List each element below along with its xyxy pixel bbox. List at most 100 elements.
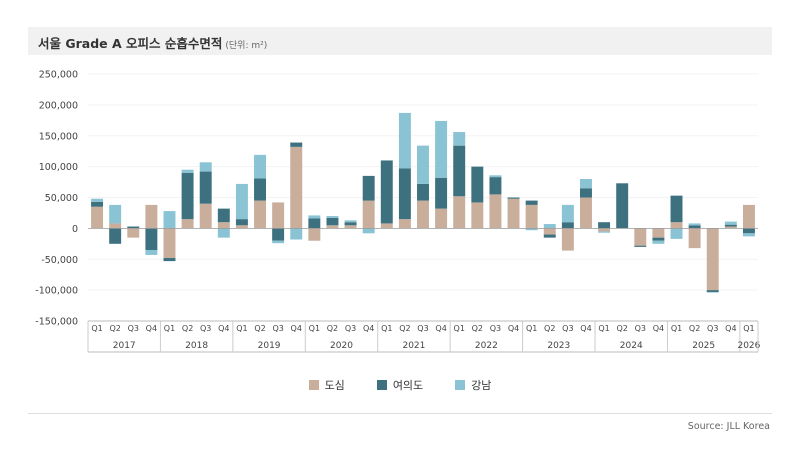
bar-segment <box>217 208 230 223</box>
quarter-tick-label: Q2 <box>399 324 410 333</box>
bar-segment <box>380 223 393 229</box>
bar-segment <box>181 169 194 173</box>
quarter-tick-label: Q3 <box>345 324 356 333</box>
bar-segment <box>670 195 683 223</box>
bar-segment <box>543 234 556 238</box>
bar-segment <box>290 146 303 229</box>
bar-segment <box>742 204 755 229</box>
bar-segment <box>235 225 248 229</box>
bar-segment <box>579 178 592 189</box>
bar-segment <box>362 200 375 229</box>
quarter-tick-label: Q1 <box>454 324 465 333</box>
quarter-tick-label: Q1 <box>236 324 247 333</box>
quarter-tick-label: Q2 <box>182 324 193 333</box>
bar-segment <box>91 198 104 202</box>
bar-segment <box>435 120 448 178</box>
bar-segment <box>163 211 176 229</box>
bar-segment <box>398 219 411 229</box>
bar-segment <box>398 112 411 169</box>
quarter-tick-label: Q3 <box>200 324 211 333</box>
bar-segment <box>579 188 592 198</box>
bar-segment <box>453 145 466 197</box>
bar-segment <box>199 203 212 229</box>
quarter-tick-label: Q3 <box>562 324 573 333</box>
legend-entry: 강남 <box>455 377 491 393</box>
y-tick-label: 50,000 <box>45 193 78 204</box>
bar-segment <box>308 218 321 229</box>
bar-segment <box>254 178 267 201</box>
bar-segment <box>706 290 719 292</box>
chart-title: 서울 Grade A 오피스 순흡수면적 (단위: m²) <box>38 36 268 51</box>
bar-segment <box>272 202 285 229</box>
bar-segment <box>561 204 574 223</box>
bar-segment <box>489 194 502 229</box>
y-tick-label: 0 <box>72 224 78 235</box>
bar-segment <box>561 228 574 251</box>
bar-segment <box>435 177 448 209</box>
quarter-tick-label: Q4 <box>218 324 229 333</box>
quarter-tick-label: Q1 <box>91 324 102 333</box>
bar-segment <box>453 132 466 146</box>
bar-segment <box>525 200 538 205</box>
bar-segment <box>145 204 158 229</box>
source-note: Source: JLL Korea <box>687 421 770 432</box>
bar-segment <box>507 198 520 229</box>
bar-segment <box>543 224 556 229</box>
year-tick-label: 2024 <box>620 341 643 351</box>
bar-segment <box>163 228 176 259</box>
y-tick-label: -50,000 <box>41 255 78 266</box>
title-bar: 서울 Grade A 오피스 순흡수면적 (단위: m²) <box>28 27 772 55</box>
bar-segment <box>634 245 647 247</box>
bar-segment <box>670 228 683 239</box>
y-tick-label: 150,000 <box>39 131 78 142</box>
bar-segment <box>109 204 122 224</box>
bar-segment <box>217 228 230 238</box>
quarter-tick-label: Q1 <box>598 324 609 333</box>
bar-segment <box>417 145 429 184</box>
bar-segment <box>344 225 357 229</box>
y-tick-label: 100,000 <box>39 162 78 173</box>
bar-segment <box>254 200 267 229</box>
quarter-tick-label: Q3 <box>128 324 139 333</box>
bar-segment <box>598 228 611 232</box>
bar-segment <box>561 222 574 229</box>
quarter-tick-label: Q4 <box>291 324 302 333</box>
bar-segment <box>435 208 448 229</box>
quarter-tick-label: Q1 <box>164 324 175 333</box>
y-tick-label: 250,000 <box>39 70 78 81</box>
legend-swatch <box>455 380 466 390</box>
quarter-tick-label: Q2 <box>616 324 627 333</box>
quarter-tick-label: Q1 <box>526 324 537 333</box>
year-tick-label: 2018 <box>185 341 208 351</box>
bar-segment <box>344 220 357 223</box>
year-tick-label: 2023 <box>547 341 570 351</box>
bar-segment <box>471 166 484 203</box>
bar-segment <box>652 237 665 241</box>
unit-label: (단위: m²) <box>225 41 268 51</box>
quarter-tick-label: Q4 <box>580 324 591 333</box>
year-tick-label: 2019 <box>258 341 281 351</box>
bar-segment <box>652 228 665 238</box>
quarter-tick-label: Q3 <box>417 324 428 333</box>
quarter-tick-label: Q2 <box>327 324 338 333</box>
bar-segment <box>525 228 538 231</box>
quarter-tick-label: Q4 <box>725 324 736 333</box>
bar-segment <box>272 240 285 244</box>
bar-segment <box>453 196 466 229</box>
y-tick-label: -150,000 <box>35 317 78 328</box>
bar-segment <box>417 200 429 229</box>
bar-segment <box>181 172 194 220</box>
bar-segment <box>471 202 484 229</box>
bar-segment <box>308 228 321 241</box>
quarter-tick-label: Q1 <box>743 324 754 333</box>
quarter-tick-label: Q4 <box>653 324 664 333</box>
bar-segment <box>634 228 647 246</box>
bar-segment <box>272 228 285 241</box>
year-tick-label: 2026 <box>737 341 760 351</box>
year-tick-label: 2021 <box>402 341 425 351</box>
quarter-tick-label: Q4 <box>363 324 374 333</box>
bar-segment <box>308 215 321 219</box>
quarter-tick-label: Q2 <box>472 324 483 333</box>
bar-segment <box>145 249 158 255</box>
